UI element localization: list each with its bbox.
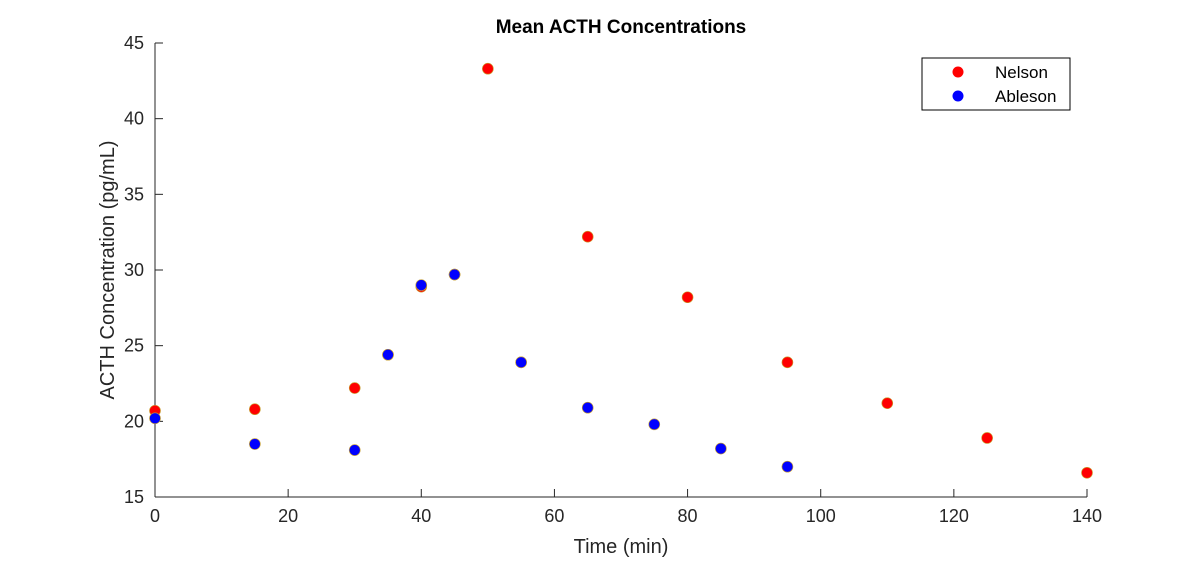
data-point-nelson (249, 403, 261, 416)
data-point-ableson (781, 460, 794, 473)
y-axis-ticks: 15 20 25 30 35 40 45 (124, 33, 163, 507)
series-nelson (149, 62, 1093, 479)
legend-label-nelson: Nelson (995, 63, 1048, 82)
y-tick-label: 35 (124, 184, 144, 204)
y-tick-label: 25 (124, 336, 144, 356)
data-point-nelson (781, 356, 794, 369)
data-point-nelson (681, 291, 694, 304)
y-tick-label: 15 (124, 487, 144, 507)
x-tick-label: 20 (278, 506, 298, 526)
y-tick-label: 20 (124, 411, 144, 431)
data-point-nelson (1081, 466, 1093, 479)
x-tick-label: 0 (150, 506, 160, 526)
x-tick-label: 120 (939, 506, 969, 526)
series-ableson (149, 268, 794, 473)
data-points (149, 62, 1093, 479)
data-point-ableson (348, 444, 361, 456)
data-point-ableson (249, 438, 261, 450)
data-point-nelson (881, 397, 894, 409)
data-point-nelson (981, 432, 993, 444)
legend: Nelson Ableson (921, 57, 1071, 111)
chart-title: Mean ACTH Concentrations (496, 17, 747, 38)
data-point-ableson (581, 401, 594, 414)
y-tick-label: 45 (124, 33, 144, 53)
data-point-ableson (448, 268, 461, 281)
data-point-nelson (482, 62, 494, 75)
x-tick-label: 60 (544, 506, 564, 526)
x-axis-ticks: 0 20 40 60 80 100 120 140 (150, 489, 1102, 526)
legend-marker-nelson (952, 66, 964, 78)
x-tick-label: 80 (678, 506, 698, 526)
x-tick-label: 140 (1072, 506, 1102, 526)
data-point-ableson (415, 279, 428, 291)
y-tick-label: 40 (124, 109, 144, 129)
legend-box (921, 57, 1071, 111)
data-point-ableson (515, 356, 527, 369)
axes (154, 43, 1087, 498)
data-point-nelson (581, 230, 594, 243)
legend-marker-ableson (952, 90, 964, 102)
data-point-ableson (149, 412, 161, 425)
data-point-ableson (715, 442, 727, 455)
x-axis-label: Time (min) (574, 536, 669, 558)
y-axis-label: ACTH Concentration (pg/mL) (97, 141, 119, 400)
legend-label-ableson: Ableson (995, 87, 1056, 106)
x-tick-label: 100 (806, 506, 836, 526)
data-point-ableson (382, 348, 394, 361)
x-tick-label: 40 (411, 506, 431, 526)
y-tick-label: 30 (124, 260, 144, 280)
data-point-ableson (648, 418, 661, 431)
data-point-nelson (348, 382, 361, 394)
